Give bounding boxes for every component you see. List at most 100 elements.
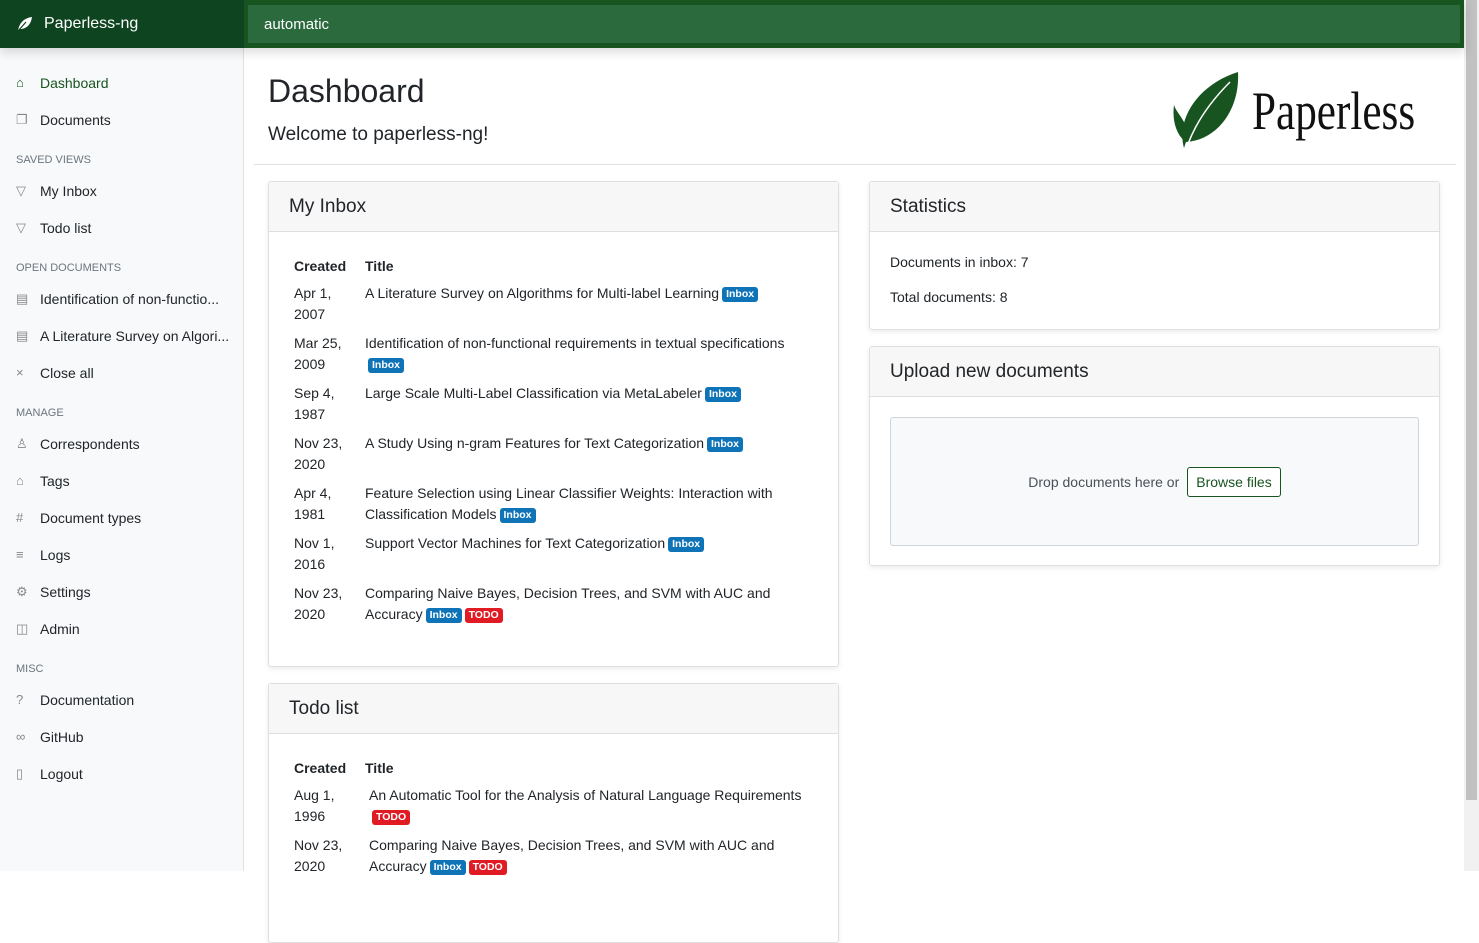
sidebar-item-github[interactable]: ∞ GitHub bbox=[0, 718, 243, 755]
divider bbox=[254, 164, 1456, 165]
brand-name: Paperless-ng bbox=[44, 15, 139, 32]
house-icon: ⌂ bbox=[16, 75, 24, 90]
sidebar-item-logout[interactable]: ▯ Logout bbox=[0, 755, 243, 792]
search-input[interactable] bbox=[248, 5, 1460, 43]
created-date: Nov 1, 2016 bbox=[294, 535, 335, 572]
section-header: MANAGE bbox=[16, 407, 64, 419]
tag-badge[interactable]: TODO bbox=[372, 810, 411, 825]
question-circle-icon: ? bbox=[16, 692, 24, 707]
list-icon: ≡ bbox=[16, 547, 24, 562]
document-title[interactable]: A Study Using n-gram Features for Text C… bbox=[365, 435, 705, 451]
document-title[interactable]: Feature Selection using Linear Classifie… bbox=[365, 485, 773, 522]
document-title[interactable]: Large Scale Multi-Label Classification v… bbox=[365, 385, 702, 401]
link-icon: ∞ bbox=[16, 729, 26, 744]
document-title-cell: A Literature Survey on Algorithms for Mu… bbox=[365, 280, 813, 330]
upload-card: Upload new documents Drop documents here… bbox=[869, 346, 1440, 566]
scrollbar[interactable] bbox=[1464, 0, 1479, 871]
sidebar-item-label: Documents bbox=[40, 111, 111, 128]
document-title-cell: Feature Selection using Linear Classifie… bbox=[365, 480, 813, 530]
document-title-cell: Large Scale Multi-Label Classification v… bbox=[365, 380, 813, 430]
table-row[interactable]: Mar 25, 2009 Identification of non-functi… bbox=[294, 330, 813, 380]
created-date: Nov 23, 2020 bbox=[294, 837, 343, 874]
sidebar-item-dashboard[interactable]: ⌂ Dashboard bbox=[0, 64, 243, 101]
created-date: Nov 23, 2020 bbox=[294, 585, 343, 622]
brand[interactable]: Paperless-ng bbox=[0, 0, 244, 48]
sidebar-item-label: Logout bbox=[40, 765, 83, 782]
file-text-icon: ▤ bbox=[16, 290, 29, 306]
table-row[interactable]: Apr 1, 2007 A Literature Survey on Algori… bbox=[294, 280, 813, 330]
table-row[interactable]: Nov 1, 2016 Support Vector Machines for T… bbox=[294, 530, 813, 580]
table-row[interactable]: Nov 23, 2020 Comparing Naive Bayes, Decis… bbox=[294, 580, 813, 630]
top-navbar: Paperless-ng bbox=[0, 0, 1464, 48]
document-title[interactable]: An Automatic Tool for the Analysis of Na… bbox=[369, 787, 802, 803]
sidebar-item-admin[interactable]: ◫ Admin bbox=[0, 610, 243, 647]
tag-badge[interactable]: Inbox bbox=[499, 508, 536, 523]
scrollbar-thumb[interactable] bbox=[1466, 0, 1477, 800]
hash-icon: # bbox=[16, 510, 24, 525]
sidebar-item-label: Documentation bbox=[40, 691, 135, 708]
sidebar-close-all[interactable]: × Close all bbox=[0, 354, 243, 391]
sidebar-item-settings[interactable]: ⚙ Settings bbox=[0, 573, 243, 610]
document-title-cell: A Study Using n-gram Features for Text C… bbox=[365, 430, 813, 480]
document-title-cell: Identification of non-functional require… bbox=[365, 330, 813, 380]
column-header: Title bbox=[365, 258, 394, 274]
sidebar-item-document-types[interactable]: # Document types bbox=[0, 499, 243, 536]
browse-files-button[interactable]: Browse files bbox=[1187, 466, 1281, 497]
section-header: MISC bbox=[16, 663, 44, 675]
table-row[interactable]: Nov 23, 2020 Comparing Naive Bayes, Decis… bbox=[294, 832, 813, 882]
paperless-logo: Paperless bbox=[1172, 70, 1456, 152]
tag-badge[interactable]: Inbox bbox=[668, 537, 705, 552]
funnel-icon: ▽ bbox=[16, 182, 26, 198]
table-row[interactable]: Sep 4, 1987 Large Scale Multi-Label Class… bbox=[294, 380, 813, 430]
document-title[interactable]: A Literature Survey on Algorithms for Mu… bbox=[365, 285, 720, 301]
sidebar-item-my-inbox[interactable]: ▽ My Inbox bbox=[0, 172, 243, 209]
sidebar-item-documents[interactable]: ❐ Documents bbox=[0, 101, 243, 138]
tag-badge[interactable]: Inbox bbox=[707, 437, 744, 452]
table-row[interactable]: Apr 4, 1981 Feature Selection using Linea… bbox=[294, 480, 813, 530]
sidebar-open-doc[interactable]: ▤ Identification of non-functio... bbox=[0, 280, 243, 317]
sidebar-item-label: My Inbox bbox=[40, 182, 97, 199]
sidebar-item-logs[interactable]: ≡ Logs bbox=[0, 536, 243, 573]
drop-zone[interactable]: Drop documents here or Browse files bbox=[890, 417, 1419, 546]
document-title[interactable]: Comparing Naive Bayes, Decision Trees, a… bbox=[365, 585, 771, 622]
created-date: Mar 25, 2009 bbox=[294, 335, 342, 372]
person-icon: ♙ bbox=[16, 435, 28, 451]
documents-icon: ❐ bbox=[16, 111, 28, 127]
tag-badge[interactable]: Inbox bbox=[429, 860, 466, 875]
created-date: Nov 23, 2020 bbox=[294, 435, 343, 472]
tags-icon: ⌂ bbox=[16, 473, 24, 488]
document-title[interactable]: Support Vector Machines for Text Categor… bbox=[365, 535, 666, 551]
sidebar-item-label: Document types bbox=[40, 509, 142, 526]
tag-badge[interactable]: Inbox bbox=[722, 287, 759, 302]
sidebar-item-label: Dashboard bbox=[40, 74, 109, 91]
document-title[interactable]: Comparing Naive Bayes, Decision Trees, a… bbox=[369, 837, 775, 874]
sidebar: ⌂ Dashboard ❐ Documents SAVED VIEWS ▽ My In… bbox=[0, 48, 244, 871]
tag-badge[interactable]: TODO bbox=[468, 860, 507, 875]
tag-badge[interactable]: Inbox bbox=[425, 608, 462, 623]
sidebar-open-doc[interactable]: ▤ A Literature Survey on Algori... bbox=[0, 317, 243, 354]
sidebar-item-tags[interactable]: ⌂ Tags bbox=[0, 462, 243, 499]
document-title-cell: Comparing Naive Bayes, Decision Trees, a… bbox=[365, 580, 813, 630]
sidebar-item-todo-list[interactable]: ▽ Todo list bbox=[0, 209, 243, 246]
created-date: Aug 1, 1996 bbox=[294, 787, 335, 824]
sidebar-item-label: A Literature Survey on Algori... bbox=[40, 327, 230, 344]
card-title: Statistics bbox=[870, 182, 1439, 232]
sidebar-item-label: Logs bbox=[40, 546, 71, 563]
created-date: Apr 4, 1981 bbox=[294, 485, 332, 522]
sidebar-item-label: Correspondents bbox=[40, 435, 140, 452]
file-text-icon: ▤ bbox=[16, 327, 29, 343]
tag-badge[interactable]: Inbox bbox=[368, 358, 404, 373]
table-row[interactable]: Aug 1, 1996 An Automatic Tool for the Ana… bbox=[294, 782, 813, 832]
table-row[interactable]: Nov 23, 2020 A Study Using n-gram Feature… bbox=[294, 430, 813, 480]
leaf-logo-icon bbox=[1173, 72, 1239, 148]
sidebar-item-label: Tags bbox=[40, 472, 70, 489]
sidebar-item-documentation[interactable]: ? Documentation bbox=[0, 681, 243, 718]
document-title-cell: Support Vector Machines for Text Categor… bbox=[365, 530, 813, 580]
document-title[interactable]: Identification of non-functional require… bbox=[365, 335, 785, 351]
page-title: Dashboard bbox=[268, 73, 425, 109]
tag-badge[interactable]: Inbox bbox=[704, 387, 741, 402]
sidebar-item-label: Close all bbox=[40, 364, 94, 381]
sidebar-item-correspondents[interactable]: ♙ Correspondents bbox=[0, 425, 243, 462]
created-date: Apr 1, 2007 bbox=[294, 285, 332, 322]
tag-badge[interactable]: TODO bbox=[464, 608, 503, 623]
